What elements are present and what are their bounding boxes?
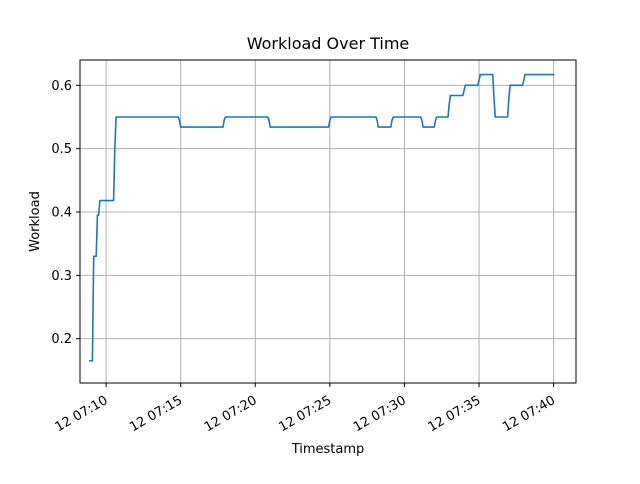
y-tick-label: 0.3 bbox=[51, 269, 72, 284]
series-layer bbox=[89, 73, 555, 362]
y-tick-label: 0.4 bbox=[51, 206, 72, 221]
plot-frame bbox=[79, 59, 577, 384]
x-tick-label: 12 07:10 bbox=[53, 393, 111, 435]
chart-title: Workload Over Time bbox=[247, 34, 410, 53]
x-tick-label: 12 07:25 bbox=[276, 393, 334, 435]
y-tick-label: 0.5 bbox=[51, 142, 72, 157]
x-tick-label: 12 07:15 bbox=[127, 393, 185, 435]
x-tick-label: 12 07:35 bbox=[426, 393, 484, 435]
x-tick-label: 12 07:30 bbox=[351, 393, 409, 435]
x-tick-label: 12 07:40 bbox=[500, 393, 558, 435]
x-axis-label: Timestamp bbox=[291, 442, 365, 457]
y-axis-label: Workload bbox=[28, 191, 43, 252]
series-line bbox=[89, 73, 555, 362]
grid bbox=[80, 60, 576, 383]
ticks: 12 07:10 12 07:15 12 07:20 12 07:25 12 07:30… bbox=[51, 79, 558, 435]
y-tick-label: 0.2 bbox=[51, 332, 72, 347]
x-tick-label: 12 07:20 bbox=[202, 393, 260, 435]
y-tick-label: 0.6 bbox=[51, 79, 72, 94]
